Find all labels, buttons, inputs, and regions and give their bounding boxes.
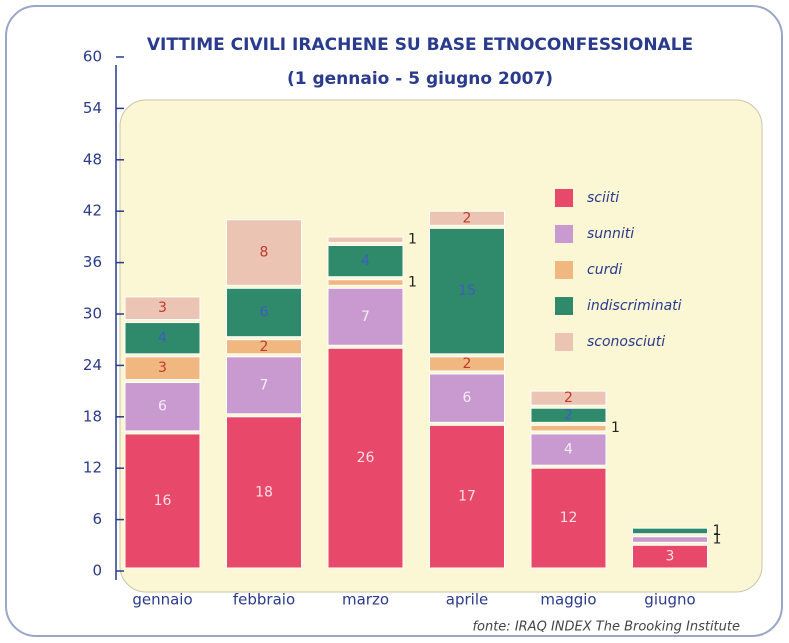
y-tick-label: 60 — [83, 48, 102, 66]
legend-label: curdi — [587, 262, 622, 278]
legend-label: indiscriminati — [587, 298, 682, 314]
legend-label: sciiti — [587, 190, 619, 206]
data-label: 6 — [463, 390, 472, 406]
source: fonte: IRAQ INDEX The Brooking Institute — [472, 620, 740, 635]
bar-segment — [632, 544, 708, 569]
y-tick-label: 6 — [92, 510, 102, 528]
x-tick-label: febbraio — [233, 591, 295, 609]
y-tick-label: 42 — [83, 202, 102, 220]
bar-segment — [530, 433, 607, 466]
y-tick-label: 36 — [83, 253, 102, 271]
bar-segment — [429, 373, 505, 423]
bar-segment — [632, 527, 708, 535]
chart-subtitle: (1 gennaio - 5 giugno 2007) — [287, 69, 553, 89]
bar-segment — [226, 339, 302, 355]
data-label: 2 — [564, 407, 573, 423]
x-tick-label: marzo — [342, 591, 389, 609]
x-tick-label: aprile — [446, 591, 488, 609]
data-label: 1 — [408, 275, 417, 291]
data-label: 2 — [260, 339, 269, 355]
bar-segment — [429, 356, 505, 372]
data-label: 16 — [154, 493, 172, 509]
data-label: 2 — [463, 210, 472, 226]
data-label: 4 — [361, 253, 370, 269]
bar-segment — [530, 390, 607, 406]
x-tick-label: maggio — [540, 591, 596, 609]
data-label: 3 — [158, 360, 167, 376]
legend-label: sconosciuti — [587, 334, 665, 350]
bar-segment — [429, 210, 505, 226]
data-label: 6 — [158, 399, 167, 415]
legend-swatch — [555, 333, 573, 351]
data-label: 4 — [158, 330, 167, 346]
legend-swatch — [555, 189, 573, 207]
y-tick-label: 24 — [83, 356, 102, 374]
bar-segment — [327, 287, 404, 346]
bar-segment — [530, 467, 607, 569]
bar-segment — [327, 244, 404, 278]
bar-segment — [124, 433, 201, 569]
data-label: 3 — [158, 300, 167, 316]
data-label: 7 — [260, 377, 269, 393]
x-tick-label: giugno — [644, 591, 695, 609]
bar-segment — [226, 356, 302, 415]
data-label: 1 — [713, 532, 722, 548]
data-label: 2 — [564, 390, 573, 406]
legend-swatch — [555, 225, 573, 243]
data-label: 4 — [564, 442, 573, 458]
chart-title: VITTIME CIVILI IRACHENE SU BASE ETNOCONF… — [147, 35, 693, 55]
data-label: 26 — [357, 450, 375, 466]
bar-segment — [327, 236, 404, 243]
bar-segment — [124, 296, 201, 321]
data-label: 7 — [361, 309, 370, 325]
bar-segment — [327, 279, 404, 286]
bar-segment — [429, 227, 505, 355]
data-label: 3 — [666, 549, 675, 565]
y-tick-label: 48 — [83, 150, 102, 168]
y-tick-label: 18 — [83, 407, 102, 425]
bar-segment — [530, 424, 607, 432]
y-tick-label: 30 — [83, 305, 102, 323]
y-tick-label: 54 — [83, 99, 102, 117]
data-label: 1 — [408, 232, 417, 248]
bar-segment — [632, 536, 708, 543]
data-label: 1 — [611, 420, 620, 436]
bar-segment — [429, 424, 505, 569]
data-label: 6 — [260, 305, 269, 321]
y-tick-label: 0 — [92, 562, 102, 580]
data-label: 2 — [463, 356, 472, 372]
data-label: 17 — [458, 489, 476, 505]
legend-swatch — [555, 261, 573, 279]
bar-segment — [124, 322, 201, 355]
data-label: 8 — [260, 245, 269, 261]
bar-segment — [327, 347, 404, 569]
data-label: 15 — [458, 283, 476, 299]
data-label: 1 — [713, 523, 722, 539]
data-label: 18 — [255, 484, 273, 500]
legend-label: sunniti — [587, 226, 634, 242]
bar-segment — [530, 407, 607, 423]
x-tick-label: gennaio — [132, 591, 192, 609]
legend-swatch — [555, 297, 573, 315]
bar-segment — [226, 219, 302, 286]
bar-segment — [124, 382, 201, 432]
y-tick-label: 12 — [83, 459, 102, 477]
data-label: 12 — [560, 510, 578, 526]
bar-segment — [226, 416, 302, 569]
bar-segment — [226, 287, 302, 338]
bar-segment — [124, 356, 201, 381]
